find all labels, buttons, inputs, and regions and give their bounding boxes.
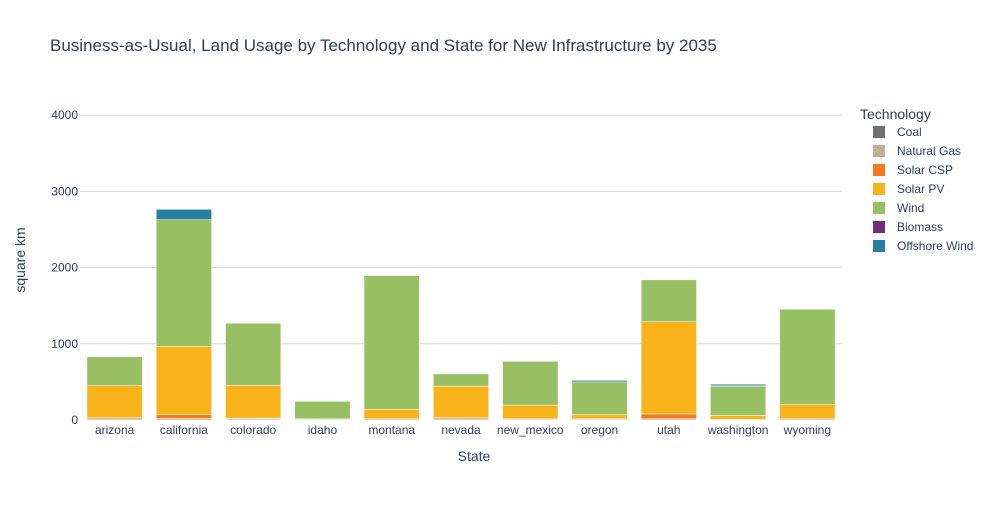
bar-segment <box>572 382 627 415</box>
legend-item[interactable]: Biomass <box>873 220 943 234</box>
x-tick-label: nevada <box>441 423 481 437</box>
bar-segment <box>641 414 696 419</box>
legend-item[interactable]: Solar PV <box>873 182 944 196</box>
bar-segment <box>433 386 488 418</box>
x-tick-label: new_mexico <box>497 423 564 437</box>
bar-segment <box>572 380 627 382</box>
bar-segment <box>156 220 211 347</box>
legend-swatch <box>873 221 885 233</box>
y-tick-label: 3000 <box>51 184 78 198</box>
bar-segment <box>225 385 280 418</box>
bar-segment <box>710 384 765 386</box>
legend-swatch <box>873 145 885 157</box>
x-tick-label: utah <box>657 423 680 437</box>
bar-segment <box>156 415 211 419</box>
legend-label: Natural Gas <box>897 144 961 158</box>
bar-segment <box>641 280 696 322</box>
bar-segment <box>156 209 211 219</box>
x-tick-label: wyoming <box>783 423 831 437</box>
bar-segment <box>87 386 142 418</box>
bar-segment <box>364 409 419 419</box>
bar-segment <box>87 357 142 386</box>
x-tick-label: colorado <box>230 423 276 437</box>
legend-label: Offshore Wind <box>897 239 973 253</box>
bar-segment <box>710 415 765 419</box>
legend-item[interactable]: Offshore Wind <box>873 239 973 253</box>
x-tick-label: arizona <box>95 423 135 437</box>
legend-swatch <box>873 240 885 252</box>
legend-swatch <box>873 202 885 214</box>
y-axis-title: square km <box>12 227 28 292</box>
x-tick-label: oregon <box>581 423 618 437</box>
bar-segment <box>295 401 350 419</box>
legend-item[interactable]: Wind <box>873 201 924 215</box>
bar-segment <box>641 322 696 414</box>
bar-segment <box>433 374 488 386</box>
y-axis-ticks: 0 1000 2000 3000 4000 <box>51 108 78 427</box>
x-axis-ticks: arizona california colorado idaho montana nev… <box>95 423 831 437</box>
bars <box>87 209 835 420</box>
legend-item[interactable]: Natural Gas <box>873 144 961 158</box>
y-tick-label: 2000 <box>51 261 78 275</box>
bar-segment <box>225 323 280 385</box>
y-tick-label: 1000 <box>51 337 78 351</box>
y-tick-label: 4000 <box>51 108 78 122</box>
bar-segment <box>503 361 558 405</box>
legend-swatch <box>873 183 885 195</box>
legend-label: Wind <box>897 201 924 215</box>
legend-swatch <box>873 126 885 138</box>
x-tick-label: montana <box>368 423 415 437</box>
bar-segment <box>503 405 558 419</box>
legend-label: Solar PV <box>897 182 944 196</box>
bar-segment <box>364 276 419 410</box>
legend: Technology Coal Natural Gas Solar CSP Solar… <box>860 106 973 253</box>
legend-swatch <box>873 164 885 176</box>
x-tick-label: washington <box>707 423 769 437</box>
chart-title: Business-as-Usual, Land Usage by Technol… <box>50 36 717 55</box>
legend-title: Technology <box>860 106 931 122</box>
bar-segment <box>780 309 835 405</box>
bar-segment <box>572 415 627 419</box>
x-tick-label: idaho <box>308 423 338 437</box>
y-tick-label: 0 <box>71 413 78 427</box>
bar-segment <box>156 346 211 414</box>
legend-label: Solar CSP <box>897 163 953 177</box>
x-tick-label: california <box>160 423 208 437</box>
legend-label: Biomass <box>897 220 943 234</box>
legend-item[interactable]: Solar CSP <box>873 163 953 177</box>
legend-label: Coal <box>897 125 922 139</box>
x-axis-title: State <box>458 448 491 464</box>
legend-item[interactable]: Coal <box>873 125 922 139</box>
bar-segment <box>710 386 765 415</box>
bar-segment <box>780 405 835 419</box>
